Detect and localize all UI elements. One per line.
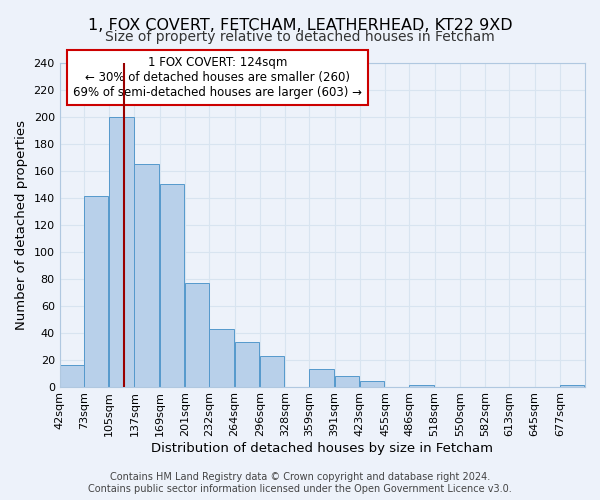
Bar bbox=[209, 328, 234, 386]
Text: 1, FOX COVERT, FETCHAM, LEATHERHEAD, KT22 9XD: 1, FOX COVERT, FETCHAM, LEATHERHEAD, KT2… bbox=[88, 18, 512, 32]
Bar bbox=[335, 376, 359, 386]
Text: Contains HM Land Registry data © Crown copyright and database right 2024.
Contai: Contains HM Land Registry data © Crown c… bbox=[88, 472, 512, 494]
Y-axis label: Number of detached properties: Number of detached properties bbox=[15, 120, 28, 330]
Bar bbox=[260, 356, 284, 386]
Bar bbox=[84, 196, 109, 386]
Bar bbox=[409, 385, 434, 386]
X-axis label: Distribution of detached houses by size in Fetcham: Distribution of detached houses by size … bbox=[151, 442, 493, 455]
Bar bbox=[59, 365, 84, 386]
Bar bbox=[360, 381, 384, 386]
Bar bbox=[160, 184, 184, 386]
Bar bbox=[185, 282, 209, 387]
Bar bbox=[109, 116, 134, 386]
Bar bbox=[134, 164, 159, 386]
Text: 1 FOX COVERT: 124sqm
← 30% of detached houses are smaller (260)
69% of semi-deta: 1 FOX COVERT: 124sqm ← 30% of detached h… bbox=[73, 56, 362, 99]
Bar bbox=[560, 385, 584, 386]
Bar bbox=[235, 342, 259, 386]
Bar bbox=[310, 369, 334, 386]
Text: Size of property relative to detached houses in Fetcham: Size of property relative to detached ho… bbox=[105, 30, 495, 44]
